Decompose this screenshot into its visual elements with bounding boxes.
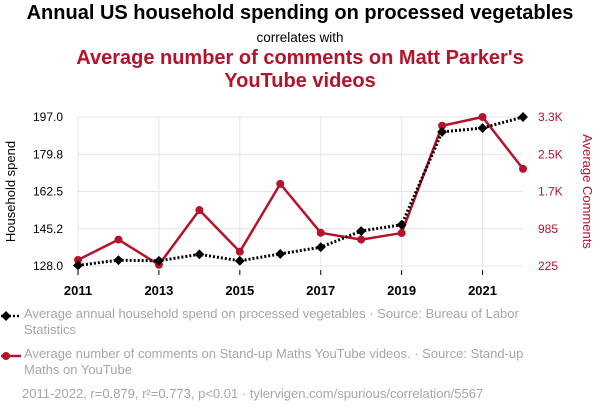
y-tick-label-right: 2.5K — [538, 147, 563, 161]
data-point-spend — [437, 126, 448, 137]
data-point-spend — [234, 255, 245, 266]
data-point-spend — [518, 112, 528, 122]
data-point-comments — [235, 247, 244, 256]
legend-text-spend: Average annual household spend on proces… — [24, 306, 519, 337]
data-point-spend — [396, 219, 407, 230]
data-point-comments — [438, 121, 447, 130]
y-axis-title-right: Average Comments — [580, 134, 595, 249]
x-tick-label: 2019 — [387, 283, 416, 298]
y-tick-label-left: 197.0 — [33, 110, 63, 124]
y-axis-title-left: Household spend — [3, 141, 18, 242]
data-point-comments — [478, 113, 487, 121]
legend-text-comments: Average number of comments on Stand-up M… — [24, 346, 524, 377]
x-tick-label: 2013 — [144, 283, 173, 298]
y-tick-label-right: 225 — [538, 259, 558, 273]
y-tick-label-left: 162.5 — [33, 185, 63, 199]
x-tick-label: 2017 — [306, 283, 335, 298]
y-tick-label-left: 145.2 — [33, 222, 63, 236]
chart-title-secondary: Average number of comments on Matt Parke… — [76, 47, 524, 92]
data-point-comments — [519, 164, 527, 173]
legend-swatch-spend — [1, 311, 21, 321]
y-tick-label-right: 985 — [538, 222, 558, 236]
data-point-comments — [357, 235, 366, 244]
series-line-spend — [77, 115, 524, 267]
x-tick-label: 2015 — [225, 283, 254, 298]
data-point-spend — [477, 123, 488, 133]
chart-title: Annual US household spending on processe… — [26, 2, 574, 24]
chart-subtitle: correlates with — [256, 30, 344, 45]
data-point-spend — [315, 242, 326, 253]
footer-stats: 2011-2022, r=0.879, r²=0.773, p<0.01 · t… — [22, 386, 484, 401]
series-line-comments — [77, 115, 524, 267]
data-point-spend — [275, 248, 286, 259]
data-point-comments — [316, 228, 325, 237]
data-point-comments — [74, 255, 82, 264]
data-point-spend — [153, 255, 164, 266]
data-point-comments — [195, 206, 204, 215]
y-tick-label-left: 128.0 — [33, 259, 63, 273]
x-tick-label: 2011 — [64, 283, 92, 298]
data-point-spend — [113, 255, 124, 266]
data-point-spend — [356, 226, 367, 236]
y-tick-label-right: 1.7K — [538, 185, 563, 199]
x-tick-label: 2021 — [468, 283, 497, 298]
y-tick-label-left: 179.8 — [33, 147, 63, 161]
y-tick-label-right: 3.3K — [538, 110, 563, 124]
data-point-comments — [114, 235, 123, 244]
data-point-comments — [397, 229, 406, 238]
legend-swatch-comments — [1, 352, 21, 360]
data-point-spend — [194, 249, 205, 260]
data-point-comments — [276, 179, 285, 188]
